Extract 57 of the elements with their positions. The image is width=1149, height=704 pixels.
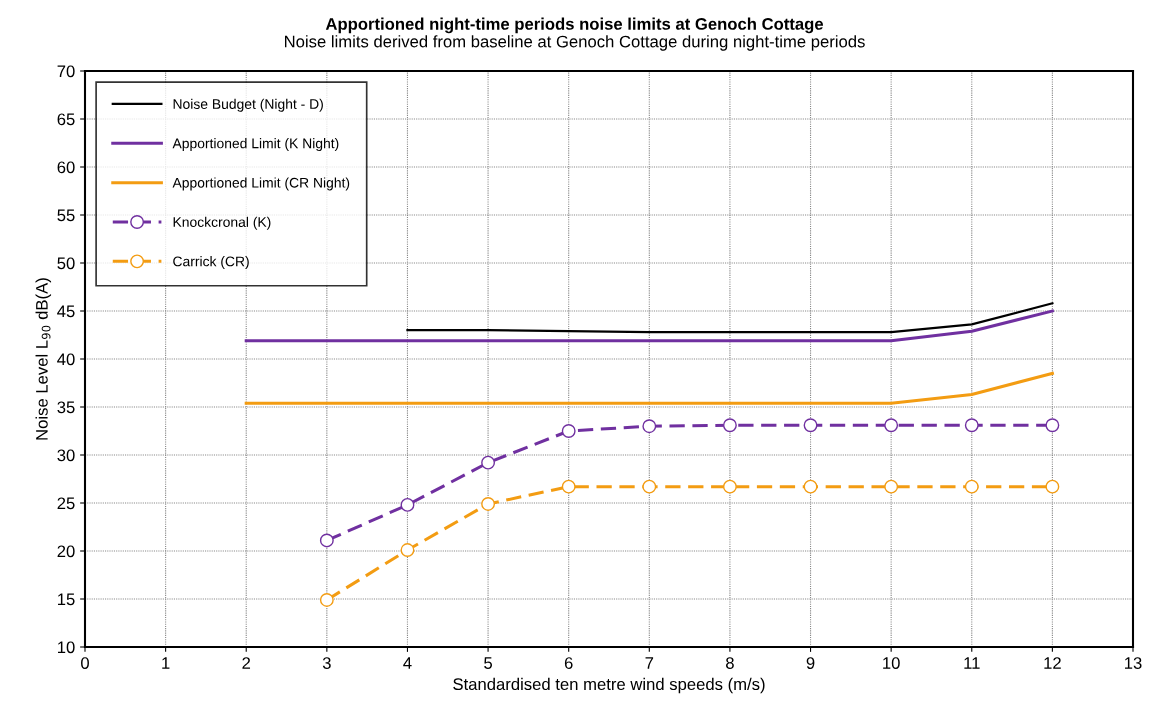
x-tick-label: 5 [484, 657, 493, 669]
point [722, 418, 737, 433]
y-tick-label: 60 [57, 161, 75, 174]
legend-label: Carrick (CR) [173, 256, 249, 270]
point [642, 419, 657, 434]
point [481, 455, 496, 470]
x-tick-label: 4 [403, 657, 412, 669]
y-tick-label: 65 [57, 113, 75, 126]
point [561, 479, 576, 494]
y-tick-label: 10 [58, 641, 75, 654]
legend-label: Noise Budget (Night - D) [173, 98, 323, 112]
y-tick-label: 55 [57, 209, 75, 222]
legend-label: Apportioned Limit (K Night) [172, 138, 339, 152]
point [1045, 418, 1060, 433]
point [964, 479, 979, 494]
x-tick-label: 0 [81, 657, 89, 669]
point [319, 533, 334, 548]
y-tick-label: 40 [57, 353, 75, 366]
legend-label: Knockcronal (K) [173, 216, 271, 230]
point [319, 593, 334, 607]
x-tick-label: 1 [162, 657, 170, 669]
x-tick-label: 8 [726, 657, 734, 669]
legend-label: Apportioned Limit (CR Night) [172, 177, 350, 191]
y-tick-label: 15 [58, 593, 75, 606]
point [884, 479, 899, 494]
point [400, 497, 415, 512]
x-tick-label: 12 [1044, 657, 1061, 669]
point [400, 543, 415, 557]
x-axis-title: Standardised ten metre wind speeds (m/s) [453, 677, 765, 694]
x-tick-label: 10 [883, 657, 900, 669]
x-tick-label: 9 [806, 657, 815, 669]
x-tick-label: 2 [242, 657, 251, 669]
y-tick-label: 50 [57, 257, 75, 270]
point [964, 418, 979, 433]
line-series [406, 302, 1054, 334]
x-tick-label: 7 [645, 657, 654, 669]
y-axis-title: Noise Level L$_{90}$ dB(A) [35, 278, 52, 440]
point [803, 418, 818, 433]
y-tick-label: 30 [57, 449, 75, 462]
x-tick-label: 3 [322, 657, 331, 669]
point [884, 418, 899, 433]
y-tick-label: 35 [57, 401, 75, 414]
point [481, 497, 496, 511]
chart-title: Apportioned night-time periods noise limits at Genoch Cottage [325, 17, 824, 34]
point [561, 424, 576, 438]
x-tick-label: 11 [964, 657, 980, 669]
x-tick-label: 6 [564, 657, 573, 669]
point [642, 479, 657, 494]
point [722, 479, 737, 494]
y-tick-label: 45 [57, 305, 75, 318]
chart-subtitle: Noise limits derived from baseline at Genoch Cottage during night-time periods [285, 35, 865, 51]
point [803, 479, 818, 494]
y-tick-label: 70 [57, 65, 75, 78]
point [1045, 479, 1060, 494]
y-tick-label: 25 [57, 497, 75, 510]
y-tick-label: 20 [57, 545, 75, 558]
x-tick-label: 13 [1125, 657, 1142, 669]
